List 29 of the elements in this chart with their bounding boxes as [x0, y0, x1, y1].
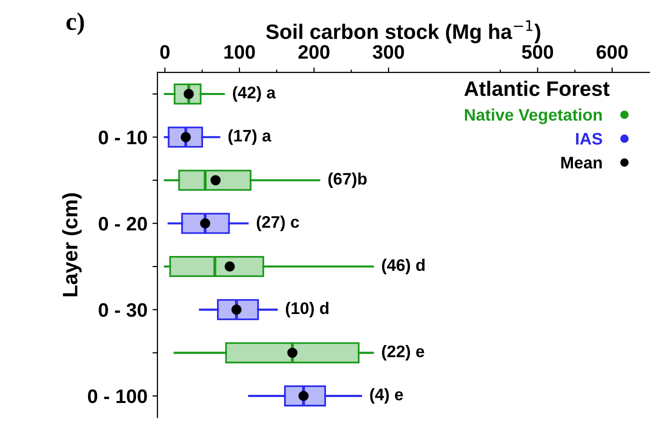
legend-title: Atlantic Forest	[464, 80, 610, 96]
annotation: (4) e	[370, 388, 403, 404]
x-tick-label: 200	[298, 45, 330, 59]
annotation: (27) c	[256, 216, 300, 232]
x-tick-label: 500	[522, 45, 554, 59]
x-axis-title: Soil carbon stock (Mg ha$^{−1}$)	[266, 20, 540, 44]
y-tick-label: 0 - 100	[88, 389, 147, 404]
legend-label: Mean	[561, 156, 602, 169]
x-tick-label: 300	[372, 45, 404, 59]
x-tick-label: 100	[224, 45, 255, 59]
annotation: (22) e	[382, 345, 424, 361]
x-tick-label: 0	[160, 45, 170, 59]
point	[200, 218, 210, 228]
legend-label: IAS	[576, 132, 602, 145]
point	[210, 175, 221, 186]
y-axis-title: Layer (cm)	[62, 193, 82, 296]
point	[224, 261, 235, 272]
chart-title: c)	[66, 12, 84, 36]
annotation: (17) a	[228, 129, 272, 145]
y-tick-label: 0 - 30	[98, 303, 147, 317]
annotation: (42) a	[232, 86, 276, 102]
x-tick-label: 600	[596, 45, 628, 59]
annotation: (10) d	[286, 302, 328, 318]
y-tick-label: 0 - 20	[98, 216, 147, 231]
y-tick-label: 0 - 10	[98, 130, 147, 144]
legend-label: Native Vegetation	[464, 108, 602, 124]
point	[287, 348, 298, 358]
annotation: (46) d	[382, 258, 425, 274]
annotation: (67)b	[328, 172, 367, 188]
